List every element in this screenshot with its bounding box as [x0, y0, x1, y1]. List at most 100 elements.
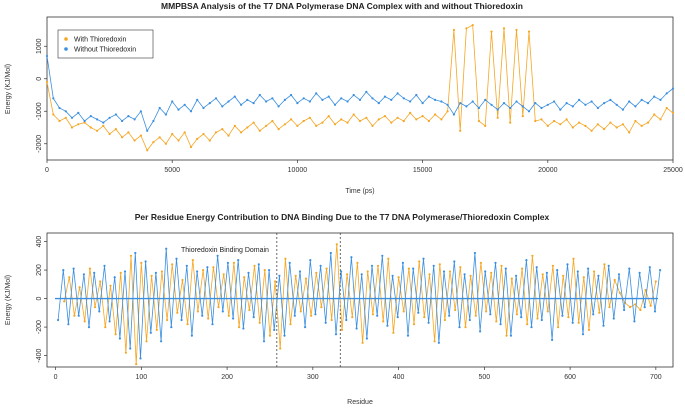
data-point-without-thioredoxin	[648, 266, 651, 269]
legend-frame	[57, 29, 154, 59]
data-point-with-thioredoxin	[150, 274, 153, 277]
data-point-with-thioredoxin	[644, 288, 647, 292]
data-point-with-thioredoxin	[358, 119, 362, 123]
data-point-without-thioredoxin	[623, 308, 626, 312]
data-point-without-thioredoxin	[346, 100, 349, 103]
data-point-without-thioredoxin	[158, 106, 161, 110]
data-point-with-thioredoxin	[477, 119, 480, 123]
data-point-without-thioredoxin	[603, 102, 606, 105]
data-point-with-thioredoxin	[559, 123, 562, 126]
data-point-without-thioredoxin	[628, 100, 631, 103]
data-point-without-thioredoxin	[479, 330, 482, 333]
data-point-without-thioredoxin	[437, 341, 440, 344]
data-point-without-thioredoxin	[659, 98, 662, 101]
data-point-without-thioredoxin	[133, 118, 136, 121]
data-point-with-thioredoxin	[382, 320, 385, 323]
data-point-with-thioredoxin	[320, 306, 323, 309]
x-tick-label: 600	[564, 374, 576, 381]
data-point-with-thioredoxin	[135, 363, 138, 366]
data-point-with-thioredoxin	[490, 30, 493, 33]
data-point-with-thioredoxin	[553, 119, 556, 123]
data-point-without-thioredoxin	[82, 273, 85, 276]
data-point-without-thioredoxin	[190, 334, 193, 337]
data-point-with-thioredoxin	[578, 121, 581, 124]
data-point-with-thioredoxin	[252, 121, 255, 124]
chart1-x-axis-label: Time (ps)	[345, 188, 374, 195]
data-point-without-thioredoxin	[268, 269, 271, 272]
data-point-with-thioredoxin	[527, 30, 531, 33]
data-point-with-thioredoxin	[330, 318, 333, 322]
chart-energy-over-time: MMPBSA Analysis of the T7 DNA Polymerase…	[5, 1, 683, 195]
data-point-without-thioredoxin	[183, 103, 186, 106]
data-point-with-thioredoxin	[114, 128, 117, 131]
data-point-with-thioredoxin	[302, 119, 305, 123]
data-point-with-thioredoxin	[304, 277, 308, 280]
data-point-with-thioredoxin	[609, 121, 612, 124]
data-point-without-thioredoxin	[129, 347, 132, 350]
data-point-without-thioredoxin	[252, 102, 255, 105]
data-point-without-thioredoxin	[164, 113, 167, 116]
data-point-with-thioredoxin	[459, 266, 462, 269]
series-line-without-thioredoxin	[46, 55, 674, 132]
data-point-without-thioredoxin	[617, 273, 621, 276]
data-point-without-thioredoxin	[77, 111, 80, 114]
data-point-without-thioredoxin	[509, 334, 512, 337]
data-point-with-thioredoxin	[340, 328, 344, 331]
data-point-with-thioredoxin	[108, 132, 111, 136]
data-point-without-thioredoxin	[376, 314, 379, 317]
data-point-with-thioredoxin	[402, 119, 405, 123]
data-point-with-thioredoxin	[567, 316, 570, 319]
data-point-with-thioredoxin	[114, 333, 117, 336]
data-point-without-thioredoxin	[365, 90, 368, 93]
data-point-without-thioredoxin	[653, 95, 656, 98]
data-point-without-thioredoxin	[139, 110, 142, 113]
data-point-with-thioredoxin	[526, 323, 529, 326]
data-point-with-thioredoxin	[427, 119, 430, 123]
data-point-without-thioredoxin	[278, 274, 281, 277]
data-point-with-thioredoxin	[208, 139, 211, 142]
data-point-with-thioredoxin	[83, 320, 86, 323]
data-point-with-thioredoxin	[258, 321, 261, 324]
data-point-without-thioredoxin	[283, 334, 286, 337]
data-point-with-thioredoxin	[536, 317, 539, 320]
data-point-without-thioredoxin	[446, 103, 449, 106]
data-point-with-thioredoxin	[383, 115, 387, 118]
data-point-with-thioredoxin	[279, 347, 282, 350]
data-point-without-thioredoxin	[468, 318, 471, 322]
y-tick-label: -400	[36, 348, 43, 362]
data-point-with-thioredoxin	[659, 118, 662, 121]
data-point-without-thioredoxin	[521, 105, 524, 108]
data-point-without-thioredoxin	[571, 321, 574, 324]
data-point-without-thioredoxin	[139, 357, 142, 360]
data-point-with-thioredoxin	[440, 118, 443, 121]
data-point-with-thioredoxin	[365, 116, 368, 119]
data-point-without-thioredoxin	[452, 113, 455, 116]
data-point-without-thioredoxin	[496, 108, 499, 111]
data-point-with-thioredoxin	[335, 243, 338, 246]
data-point-without-thioredoxin	[108, 320, 111, 323]
data-point-with-thioredoxin	[484, 124, 487, 127]
data-point-without-thioredoxin	[578, 98, 581, 101]
data-point-with-thioredoxin	[505, 334, 508, 337]
data-point-without-thioredoxin	[340, 270, 343, 273]
data-point-without-thioredoxin	[72, 267, 75, 270]
data-point-with-thioredoxin	[238, 326, 241, 329]
data-point-without-thioredoxin	[170, 326, 173, 329]
data-point-with-thioredoxin	[390, 121, 393, 124]
data-point-without-thioredoxin	[113, 276, 116, 279]
data-point-with-thioredoxin	[93, 306, 97, 309]
data-point-without-thioredoxin	[96, 118, 99, 121]
data-point-without-thioredoxin	[265, 100, 268, 103]
data-point-without-thioredoxin	[226, 261, 229, 264]
data-point-without-thioredoxin	[527, 110, 531, 113]
data-point-without-thioredoxin	[273, 328, 276, 331]
data-point-with-thioredoxin	[446, 110, 449, 113]
data-point-without-thioredoxin	[211, 323, 214, 326]
data-point-with-thioredoxin	[557, 326, 560, 329]
data-point-without-thioredoxin	[206, 266, 209, 269]
data-point-with-thioredoxin	[119, 271, 122, 274]
data-point-with-thioredoxin	[471, 24, 474, 27]
data-point-without-thioredoxin	[360, 273, 363, 276]
data-point-with-thioredoxin	[171, 263, 174, 266]
data-point-without-thioredoxin	[440, 100, 443, 103]
